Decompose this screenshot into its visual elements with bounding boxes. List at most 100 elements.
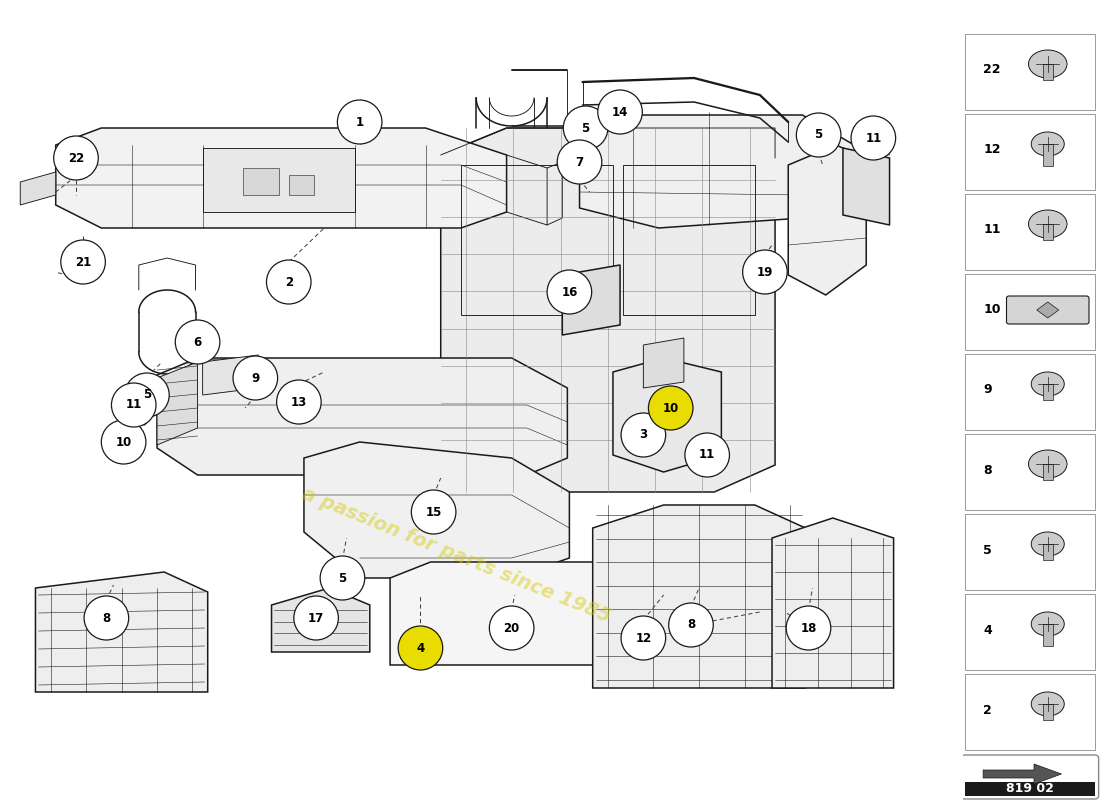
FancyBboxPatch shape [1006, 296, 1089, 324]
Text: 819 02: 819 02 [1005, 782, 1054, 795]
Polygon shape [789, 145, 867, 295]
Circle shape [1032, 612, 1065, 636]
FancyBboxPatch shape [966, 34, 1094, 110]
FancyBboxPatch shape [1043, 144, 1053, 166]
Text: 13: 13 [290, 395, 307, 409]
FancyBboxPatch shape [1043, 704, 1053, 720]
FancyBboxPatch shape [966, 274, 1094, 350]
Polygon shape [243, 168, 278, 195]
Circle shape [558, 140, 602, 184]
Polygon shape [288, 175, 315, 195]
Text: 20: 20 [504, 622, 520, 634]
Text: 5: 5 [582, 122, 590, 134]
Circle shape [233, 356, 277, 400]
Circle shape [276, 380, 321, 424]
FancyBboxPatch shape [966, 674, 1094, 750]
Text: 11: 11 [866, 131, 881, 145]
Text: 8: 8 [686, 618, 695, 631]
Circle shape [101, 420, 146, 464]
Circle shape [320, 556, 365, 600]
Circle shape [1028, 50, 1067, 78]
Circle shape [547, 270, 592, 314]
FancyBboxPatch shape [966, 354, 1094, 430]
FancyBboxPatch shape [1043, 624, 1053, 646]
Text: 6: 6 [194, 335, 201, 349]
Circle shape [84, 596, 129, 640]
Text: 14: 14 [612, 106, 628, 118]
FancyBboxPatch shape [966, 114, 1094, 190]
Text: 11: 11 [700, 449, 715, 462]
Text: 4: 4 [983, 623, 992, 637]
Text: 8: 8 [102, 611, 110, 625]
Text: 9: 9 [251, 371, 260, 385]
Text: 22: 22 [68, 151, 84, 165]
Text: 16: 16 [561, 286, 578, 298]
Text: 5: 5 [143, 389, 151, 402]
Polygon shape [304, 442, 570, 578]
Circle shape [490, 606, 534, 650]
FancyBboxPatch shape [966, 194, 1094, 270]
Circle shape [563, 106, 608, 150]
Text: 12: 12 [983, 143, 1001, 157]
Circle shape [597, 90, 642, 134]
Polygon shape [580, 115, 867, 228]
Polygon shape [390, 562, 644, 665]
Polygon shape [202, 148, 354, 212]
FancyBboxPatch shape [1043, 224, 1053, 240]
Circle shape [60, 240, 106, 284]
Circle shape [294, 596, 339, 640]
Text: 10: 10 [983, 303, 1001, 317]
Circle shape [1028, 210, 1067, 238]
Circle shape [411, 490, 455, 534]
Text: 3: 3 [639, 429, 648, 442]
Text: 4: 4 [416, 642, 425, 654]
Polygon shape [202, 355, 258, 395]
FancyBboxPatch shape [1043, 544, 1053, 560]
Circle shape [742, 250, 788, 294]
Circle shape [398, 626, 442, 670]
Circle shape [796, 113, 840, 157]
Text: 5: 5 [983, 543, 992, 557]
Circle shape [621, 616, 665, 660]
Circle shape [266, 260, 311, 304]
Text: 11: 11 [125, 398, 142, 411]
Text: 5: 5 [814, 129, 823, 142]
Polygon shape [593, 505, 805, 688]
Circle shape [621, 413, 665, 457]
Circle shape [1032, 532, 1065, 556]
FancyBboxPatch shape [966, 594, 1094, 670]
Text: 15: 15 [426, 506, 442, 518]
Polygon shape [644, 338, 684, 388]
Text: 18: 18 [801, 622, 816, 634]
Text: 8: 8 [983, 463, 992, 477]
FancyBboxPatch shape [961, 755, 1099, 799]
Circle shape [1032, 372, 1065, 396]
Polygon shape [562, 265, 620, 335]
Text: 21: 21 [75, 255, 91, 269]
Text: a passion for parts since 1985: a passion for parts since 1985 [298, 484, 614, 626]
Circle shape [175, 320, 220, 364]
Circle shape [851, 116, 895, 160]
Text: 22: 22 [983, 63, 1001, 77]
Text: 17: 17 [308, 611, 324, 625]
Text: 11: 11 [983, 223, 1001, 237]
Text: 5: 5 [339, 571, 346, 585]
Text: 10: 10 [662, 402, 679, 414]
Circle shape [54, 136, 98, 180]
Polygon shape [1036, 302, 1058, 318]
Circle shape [1028, 450, 1067, 478]
FancyBboxPatch shape [1043, 64, 1053, 80]
Polygon shape [20, 172, 56, 205]
Circle shape [669, 603, 713, 647]
Circle shape [648, 386, 693, 430]
Polygon shape [843, 148, 890, 225]
FancyBboxPatch shape [966, 514, 1094, 590]
Circle shape [338, 100, 382, 144]
FancyBboxPatch shape [966, 782, 1094, 796]
Circle shape [111, 383, 156, 427]
Polygon shape [613, 358, 722, 472]
Text: 2: 2 [983, 703, 992, 717]
Polygon shape [441, 128, 776, 492]
Text: 7: 7 [575, 155, 584, 169]
Circle shape [786, 606, 830, 650]
